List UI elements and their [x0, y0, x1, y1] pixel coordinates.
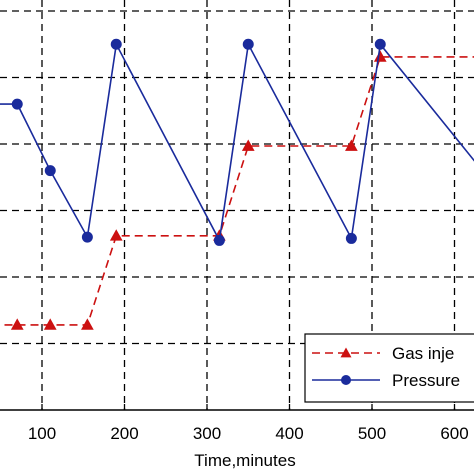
legend-box [304, 333, 474, 403]
series-2-point [81, 231, 93, 243]
legend: Gas inje Pressure [304, 333, 474, 403]
x-tick-label: 100 [28, 424, 56, 443]
x-tick-label: 600 [440, 424, 468, 443]
series-2-point [374, 38, 386, 50]
legend-label-1: Gas inje [392, 344, 454, 363]
x-tick-label: 200 [110, 424, 138, 443]
series-2-point [242, 38, 254, 50]
legend-label-2: Pressure [392, 371, 460, 390]
series-1-point [345, 139, 358, 151]
series-layer [0, 38, 474, 330]
legend-marker-2 [341, 375, 351, 385]
x-tick-labels: 100 200 300 400 500 600 [28, 424, 469, 443]
x-tick-label: 400 [275, 424, 303, 443]
series-1-point [81, 318, 94, 330]
series-2-point [345, 232, 357, 244]
series-1-point [10, 318, 24, 330]
axis-frame [0, 404, 474, 411]
x-tick-label: 300 [193, 424, 221, 443]
x-tick-label: 500 [358, 424, 386, 443]
legend-marker-1 [340, 347, 352, 358]
series-2-point [110, 38, 122, 50]
series-1-point [241, 139, 255, 151]
series-1-point [109, 229, 123, 241]
series-2-point [213, 234, 225, 246]
series-2-point [11, 98, 23, 110]
x-axis-title: Time,minutes [194, 451, 295, 470]
series-1-point [43, 318, 57, 330]
series-2-point [44, 165, 56, 177]
